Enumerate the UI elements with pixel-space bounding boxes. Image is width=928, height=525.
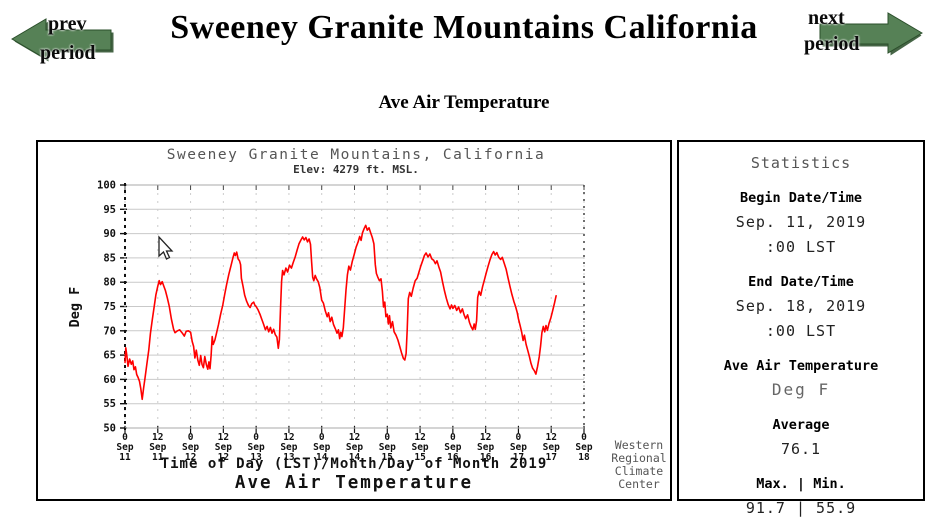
x-tick-label: 12	[218, 432, 229, 443]
x-tick-label: Sep	[411, 442, 428, 453]
x-tick-label: 0	[384, 432, 390, 443]
x-axis-title: Time of Day (LST)/Month/Day of Month 201…	[161, 456, 548, 472]
chart-elevation: Elev: 4279 ft. MSL.	[293, 163, 419, 176]
stats-title: Statistics	[750, 154, 852, 172]
variable-label: Ave Air Temperature	[723, 358, 879, 374]
chart-title: Sweeney Granite Mountains, California	[167, 147, 546, 163]
y-tick-label: 85	[103, 252, 116, 264]
x-tick-label: 14	[349, 452, 361, 463]
x-tick-label: Sep	[215, 442, 232, 453]
begin-time-value: :00 LST	[765, 238, 837, 256]
begin-date-value: Sep. 11, 2019	[735, 213, 867, 231]
mouse-cursor-icon	[158, 235, 174, 260]
y-tick-label: 75	[103, 301, 116, 313]
x-tick-label: 0	[319, 432, 325, 443]
x-tick-label: 0	[516, 432, 522, 443]
end-time-value: :00 LST	[765, 322, 837, 340]
y-tick-label: 50	[103, 423, 116, 435]
x-tick-label: 0	[581, 432, 587, 443]
x-tick-label: Sep	[116, 442, 133, 453]
x-tick-label: Sep	[510, 442, 527, 453]
prev-period-button[interactable]: prev period	[10, 13, 114, 65]
end-date-value: Sep. 18, 2019	[735, 297, 867, 315]
x-tick-label: 18	[578, 452, 590, 463]
temperature-line	[124, 224, 557, 401]
x-tick-label: Sep	[280, 442, 297, 453]
x-tick-label: 17	[545, 452, 556, 463]
prev-label-line2: period	[40, 42, 96, 64]
x-tick-label: 17	[513, 452, 524, 463]
x-tick-label: 13	[283, 452, 295, 463]
y-tick-label: 100	[97, 180, 116, 192]
x-tick-label: 0	[188, 432, 194, 443]
x-tick-label: 13	[250, 452, 262, 463]
end-date-label: End Date/Time	[748, 274, 854, 290]
gridlines	[120, 183, 585, 433]
average-label: Average	[772, 417, 830, 433]
y-tick-label: 70	[103, 325, 116, 337]
x-tick-label: 11	[152, 452, 164, 463]
x-tick-label: 12	[185, 452, 196, 463]
x-tick-label: 12	[545, 432, 556, 443]
average-value: 76.1	[780, 440, 822, 458]
x-tick-label: 16	[447, 452, 459, 463]
x-tick-label: Sep	[182, 442, 199, 453]
temperature-chart: 100959085807570656055500Sep1112Sep110Sep…	[67, 147, 667, 493]
x-tick-label: 11	[119, 452, 131, 463]
x-tick-label: 12	[218, 452, 229, 463]
x-tick-label: Sep	[313, 442, 330, 453]
x-tick-label: Sep	[346, 442, 363, 453]
prev-label-line1: prev	[48, 13, 87, 35]
x-tick-label: Sep	[248, 442, 265, 453]
x-tick-label: 12	[283, 432, 294, 443]
prev-arrow-icon	[11, 18, 114, 62]
credit-line: Western	[615, 438, 663, 452]
next-label-line2: period	[804, 33, 860, 55]
x-tick-label: 0	[253, 432, 259, 443]
chart-footer-label: Ave Air Temperature	[235, 473, 473, 493]
y-tick-label: 80	[103, 277, 116, 289]
x-tick-label: Sep	[444, 442, 461, 453]
begin-date-label: Begin Date/Time	[740, 190, 862, 206]
next-arrow-icon	[819, 12, 923, 56]
x-tick-label: Sep	[379, 442, 396, 453]
y-tick-label: 55	[103, 398, 116, 410]
y-tick-label: 65	[103, 350, 116, 362]
variable-unit: Deg F	[771, 380, 831, 399]
page-subtitle: Ave Air Temperature	[378, 92, 550, 113]
chart-panel: 100 95 90 85 80 75 70 65 60 55 50 0 Sep 11 12 Sep 11 0 Sep…	[36, 140, 672, 501]
y-tick-label: 60	[103, 374, 116, 386]
credit-line: Center	[618, 477, 660, 491]
x-tick-label: 15	[414, 452, 426, 463]
x-tick-label: Sep	[543, 442, 560, 453]
x-tick-label: 12	[349, 432, 360, 443]
x-tick-label: Sep	[149, 442, 166, 453]
max-min-label: Max. | Min.	[756, 476, 846, 492]
x-tick-label: 12	[152, 432, 163, 443]
x-tick-label: 0	[450, 432, 456, 443]
y-axis-title: Deg F	[67, 287, 83, 328]
x-tick-label: 15	[382, 452, 394, 463]
statistics-panel: Statistics Begin Date/Time Sep. 11, 2019…	[677, 140, 925, 517]
max-min-value: 91.7 | 55.9	[745, 499, 857, 517]
y-tick-label: 95	[103, 204, 116, 216]
y-tick-label: 90	[103, 228, 116, 240]
x-tick-label: 12	[480, 432, 491, 443]
x-tick-label: Sep	[575, 442, 592, 453]
x-tick-label: 14	[316, 452, 328, 463]
next-period-button[interactable]: next period	[802, 7, 924, 59]
credit-line: Regional	[611, 451, 666, 465]
x-tick-label: 0	[122, 432, 128, 443]
page-title: Sweeney Granite Mountains California	[170, 9, 758, 46]
credit-line: Climate	[615, 464, 664, 478]
x-tick-label: 16	[480, 452, 492, 463]
x-tick-label: Sep	[477, 442, 494, 453]
next-label-line1: next	[808, 7, 845, 29]
x-tick-label: 12	[414, 432, 425, 443]
